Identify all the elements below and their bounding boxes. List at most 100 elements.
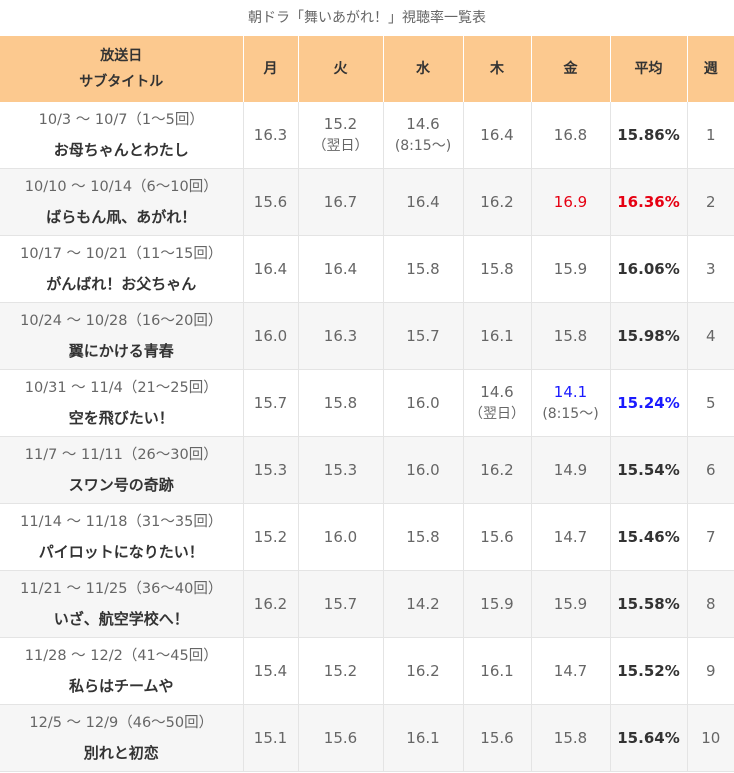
rating-value: 14.7	[553, 662, 588, 680]
cell-week: 5	[687, 369, 734, 437]
rating-value: 16.1	[480, 327, 514, 345]
cell-thu: 16.1	[463, 302, 532, 370]
cell-average: 15.24%	[610, 369, 688, 437]
table-row: 12/5 ～ 12/9（46～50回） 別れと初恋 15.1 15.6 16.1 15.6…	[0, 704, 734, 772]
episode-subtitle: 私らはチームや	[68, 677, 174, 695]
cell-week: 2	[687, 168, 734, 236]
rating-value: 16.4	[323, 260, 358, 278]
cell-tue: 15.2	[298, 637, 384, 705]
rating-note: （翌日）	[469, 406, 525, 422]
rating-value: 15.9	[480, 595, 514, 613]
cell-mon: 16.2	[243, 570, 299, 638]
cell-tue: 15.7	[298, 570, 384, 638]
broadcast-dates: 10/10 ～ 10/14（6～10回）	[24, 179, 218, 195]
cell-mon: 15.2	[243, 503, 299, 571]
rating-value: 16.4	[406, 193, 440, 211]
rating-value: 16.2	[406, 662, 440, 680]
rating-value: 15.3	[253, 461, 288, 479]
rating-value: 16.9	[553, 193, 588, 211]
cell-wed: 14.6 (8:15～)	[383, 102, 464, 169]
rating-value: 14.6	[480, 383, 514, 401]
cell-average: 15.54%	[610, 436, 688, 504]
cell-average: 15.52%	[610, 637, 688, 705]
header-avg: 平均	[610, 36, 688, 102]
ratings-table: 放送日 サブタイトル 月 火 水 木 金 平均 週 10/3 ～ 10/7（1～…	[0, 36, 734, 772]
cell-wed: 16.4	[383, 168, 464, 236]
rating-value: 15.6	[253, 193, 288, 211]
rating-value: 14.7	[553, 528, 588, 546]
rating-value: 15.8	[406, 528, 440, 546]
rating-value: 16.4	[253, 260, 288, 278]
broadcast-dates: 11/14 ～ 11/18（31～35回）	[20, 514, 223, 530]
header-subtitle-label: サブタイトル	[79, 74, 164, 90]
rating-value: 16.8	[553, 126, 588, 144]
cell-date-subtitle: 11/7 ～ 11/11（26～30回） スワン号の奇跡	[0, 436, 244, 504]
cell-average: 15.86%	[610, 102, 688, 169]
rating-value: 16.1	[406, 729, 440, 747]
cell-thu: 16.4	[463, 102, 532, 169]
rating-value: 16.2	[480, 461, 514, 479]
rating-value: 16.3	[253, 126, 288, 144]
table-caption: 朝ドラ「舞いあがれ！」視聴率一覧表	[248, 10, 486, 26]
cell-week: 4	[687, 302, 734, 370]
rating-value: 16.1	[480, 662, 514, 680]
cell-wed: 15.7	[383, 302, 464, 370]
rating-value: 16.3	[323, 327, 358, 345]
cell-fri: 15.9	[531, 235, 611, 303]
header-thu: 木	[463, 36, 532, 102]
cell-wed: 15.8	[383, 503, 464, 571]
broadcast-dates: 11/7 ～ 11/11（26～30回）	[24, 447, 218, 463]
rating-value: 15.7	[406, 327, 440, 345]
cell-fri: 14.9	[531, 436, 611, 504]
table-row: 10/24 ～ 10/28（16～20回） 翼にかける青春 16.0 16.3 15.7…	[0, 302, 734, 370]
cell-wed: 16.0	[383, 369, 464, 437]
header-week: 週	[687, 36, 734, 102]
cell-tue: 15.8	[298, 369, 384, 437]
broadcast-dates: 10/3 ～ 10/7（1～5回）	[38, 112, 204, 128]
cell-week: 8	[687, 570, 734, 638]
cell-date-subtitle: 10/31 ～ 11/4（21～25回） 空を飛びたい！	[0, 369, 244, 437]
table-body: 10/3 ～ 10/7（1～5回） お母ちゃんとわたし 16.3 15.2 （翌日） 14…	[0, 102, 734, 772]
rating-value: 15.2	[323, 115, 358, 133]
rating-note: (8:15～)	[394, 138, 452, 154]
cell-date-subtitle: 11/14 ～ 11/18（31～35回） パイロットになりたい！	[0, 503, 244, 571]
broadcast-dates: 11/28 ～ 12/2（41～45回）	[24, 648, 218, 664]
rating-value: 15.3	[323, 461, 358, 479]
cell-tue: 16.7	[298, 168, 384, 236]
cell-date-subtitle: 10/10 ～ 10/14（6～10回） ばらもん凧、あがれ！	[0, 168, 244, 236]
rating-value: 15.6	[323, 729, 358, 747]
cell-mon: 15.3	[243, 436, 299, 504]
cell-tue: 15.3	[298, 436, 384, 504]
rating-value: 15.6	[480, 528, 514, 546]
rating-value: 15.2	[253, 528, 288, 546]
cell-thu: 16.2	[463, 168, 532, 236]
cell-fri: 15.8	[531, 302, 611, 370]
cell-date-subtitle: 11/21 ～ 11/25（36～40回） いざ、航空学校へ！	[0, 570, 244, 638]
header-row: 放送日 サブタイトル 月 火 水 木 金 平均 週	[0, 36, 734, 102]
rating-value: 14.1	[553, 383, 588, 401]
cell-mon: 16.4	[243, 235, 299, 303]
cell-thu: 16.2	[463, 436, 532, 504]
header-mon: 月	[243, 36, 299, 102]
episode-subtitle: 空を飛びたい！	[68, 409, 174, 427]
cell-thu: 15.8	[463, 235, 532, 303]
cell-week: 1	[687, 102, 734, 169]
header-date-subtitle: 放送日 サブタイトル	[0, 36, 244, 102]
rating-note: （翌日）	[312, 138, 369, 154]
rating-value: 15.9	[553, 260, 588, 278]
cell-thu: 16.1	[463, 637, 532, 705]
cell-week: 10	[687, 704, 734, 772]
cell-wed: 16.1	[383, 704, 464, 772]
cell-average: 16.06%	[610, 235, 688, 303]
table-row: 11/21 ～ 11/25（36～40回） いざ、航空学校へ！ 16.2 15.7 14…	[0, 570, 734, 638]
episode-subtitle: お母ちゃんとわたし	[53, 141, 189, 159]
cell-average: 15.46%	[610, 503, 688, 571]
table-row: 11/14 ～ 11/18（31～35回） パイロットになりたい！ 15.2 16.0…	[0, 503, 734, 571]
cell-fri: 14.7	[531, 503, 611, 571]
episode-subtitle: スワン号の奇跡	[68, 476, 174, 494]
rating-value: 15.1	[253, 729, 288, 747]
cell-thu: 15.6	[463, 503, 532, 571]
table-row: 10/10 ～ 10/14（6～10回） ばらもん凧、あがれ！ 15.6 16.7 16…	[0, 168, 734, 236]
rating-value: 16.0	[406, 394, 440, 412]
cell-wed: 15.8	[383, 235, 464, 303]
